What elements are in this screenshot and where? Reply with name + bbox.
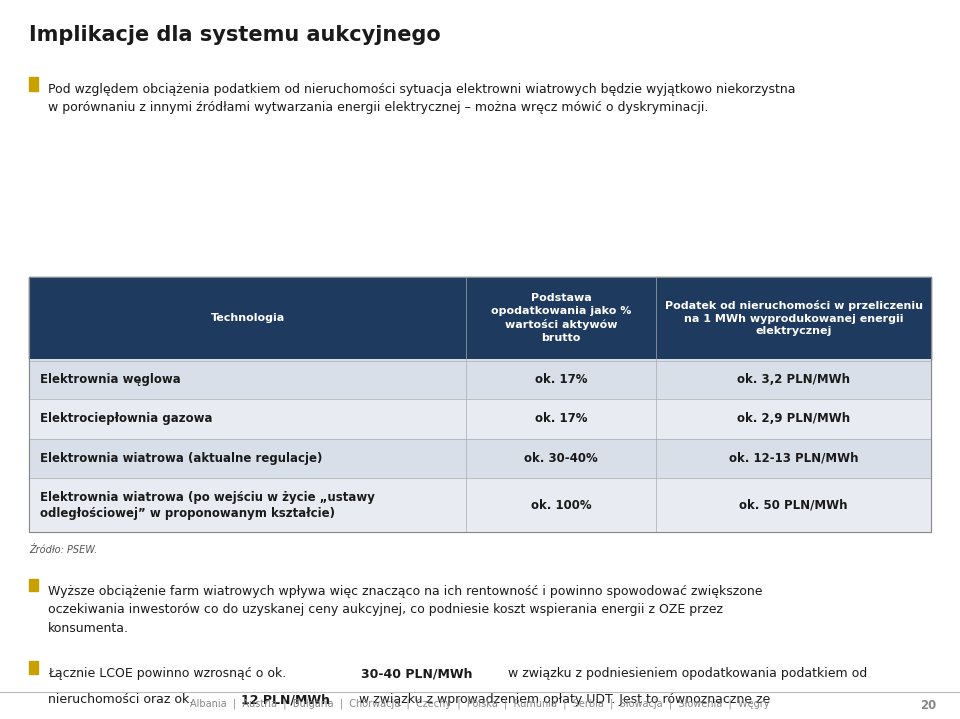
- Text: Podstawa
opodatkowania jako %
wartości aktywów
brutto: Podstawa opodatkowania jako % wartości a…: [491, 293, 632, 343]
- Text: Albania  |  Austria  |  Bułgaria  |  Chorwacja  |  Czechy  |  Polska  |  Rumunia: Albania | Austria | Bułgaria | Chorwacja…: [190, 699, 770, 710]
- Text: ok. 12-13 PLN/MWh: ok. 12-13 PLN/MWh: [729, 452, 858, 465]
- Text: 30-40 PLN/MWh: 30-40 PLN/MWh: [361, 667, 472, 680]
- Text: Technologia: Technologia: [210, 313, 285, 323]
- Text: ok. 3,2 PLN/MWh: ok. 3,2 PLN/MWh: [737, 372, 851, 386]
- Text: w związku z podniesieniem opodatkowania podatkiem od: w związku z podniesieniem opodatkowania …: [504, 667, 868, 680]
- Text: 20: 20: [920, 699, 936, 712]
- Text: ok. 2,9 PLN/MWh: ok. 2,9 PLN/MWh: [737, 412, 851, 426]
- Text: Elektrownia wiatrowa (aktualne regulacje): Elektrownia wiatrowa (aktualne regulacje…: [40, 452, 323, 465]
- Text: Łącznie LCOE powinno wzrosnąć o ok.: Łącznie LCOE powinno wzrosnąć o ok.: [48, 667, 290, 680]
- Bar: [29, 661, 38, 674]
- Text: ok. 100%: ok. 100%: [531, 498, 591, 512]
- Text: Podatek od nieruchomości w przeliczeniu
na 1 MWh wyprodukowanej energii
elektryc: Podatek od nieruchomości w przeliczeniu …: [664, 300, 923, 336]
- Text: Wyższe obciążenie farm wiatrowych wpływa więc znacząco na ich rentowność i powin: Wyższe obciążenie farm wiatrowych wpływa…: [48, 585, 762, 635]
- Text: w związku z wprowadzeniem opłaty UDT. Jest to równoznaczne ze: w związku z wprowadzeniem opłaty UDT. Je…: [355, 693, 771, 706]
- Text: Elektrownia wiatrowa (po wejściu w życie „ustawy
odległościowej” w proponowanym : Elektrownia wiatrowa (po wejściu w życie…: [40, 490, 375, 520]
- Bar: [29, 579, 38, 591]
- Text: Źródło: PSEW.: Źródło: PSEW.: [29, 545, 97, 555]
- Text: ok. 17%: ok. 17%: [535, 372, 588, 386]
- Text: nieruchomości oraz ok.: nieruchomości oraz ok.: [48, 693, 197, 706]
- Text: 12 PLN/MWh: 12 PLN/MWh: [241, 693, 329, 706]
- Bar: [29, 439, 931, 478]
- Bar: [29, 399, 931, 439]
- Text: Pod względem obciążenia podatkiem od nieruchomości sytuacja elektrowni wiatrowyc: Pod względem obciążenia podatkiem od nie…: [48, 83, 796, 114]
- Bar: [29, 360, 931, 399]
- Bar: [29, 277, 931, 360]
- Bar: [29, 478, 931, 532]
- Bar: [29, 77, 38, 91]
- Text: ok. 50 PLN/MWh: ok. 50 PLN/MWh: [739, 498, 848, 512]
- Bar: [29, 277, 931, 532]
- Text: Elektrownia węglowa: Elektrownia węglowa: [40, 372, 181, 386]
- Text: Elektrociepłownia gazowa: Elektrociepłownia gazowa: [40, 412, 213, 426]
- Text: Implikacje dla systemu aukcyjnego: Implikacje dla systemu aukcyjnego: [29, 25, 441, 45]
- Text: ok. 30-40%: ok. 30-40%: [524, 452, 598, 465]
- Text: ok. 17%: ok. 17%: [535, 412, 588, 426]
